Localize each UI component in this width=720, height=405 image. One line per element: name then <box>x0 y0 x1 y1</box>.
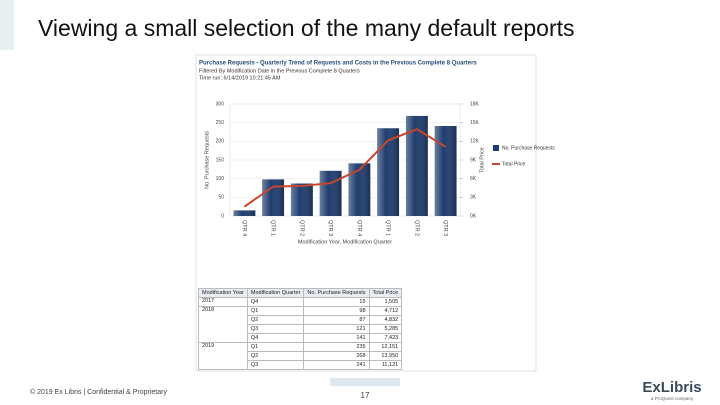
table-cell: 268 <box>303 351 370 361</box>
logo-tagline: a ProQuest company <box>651 396 694 401</box>
chart-subtitle: Filtered By Modification Date in the Pre… <box>199 68 360 74</box>
bar-shade <box>434 126 457 216</box>
x-tick-label: QTR 4 <box>241 220 247 236</box>
y2-tick-label: 18K <box>470 101 480 107</box>
bar-shade <box>377 128 400 216</box>
column-header: Total Price <box>368 288 403 298</box>
table-row: 2017 Q4 15 1,505 <box>198 297 403 307</box>
table-cell: Q1 <box>246 342 305 352</box>
table-header-row: Modification Year Modification Quarter No.… <box>198 288 403 298</box>
y-tick-label: 50 <box>218 195 224 201</box>
table-row: Q3 241 11,121 <box>199 360 403 370</box>
y2-tick-label: 9K <box>470 157 477 163</box>
bar-shade <box>233 210 256 216</box>
x-tick-label: QTR 1 <box>270 220 276 236</box>
table-cell: 5,285 <box>368 324 403 334</box>
y-tick-label: 100 <box>216 176 225 182</box>
bar-shade <box>405 115 428 216</box>
x-tick-label: QTR 4 <box>356 220 362 236</box>
table-cell: 121 <box>303 324 370 334</box>
report-table: Modification Year Modification Quarter No.… <box>198 288 403 370</box>
table-cell: 4,832 <box>368 315 403 325</box>
x-tick-label: QTR 2 <box>413 220 419 236</box>
bar-shade <box>319 170 342 216</box>
y2-tick-label: 6K <box>470 176 477 182</box>
x-tick-label: QTR 3 <box>327 220 333 236</box>
y2-tick-label: 12K <box>470 139 480 145</box>
legend-label: Total Price <box>502 161 526 167</box>
corner-accent <box>0 0 14 50</box>
logo: ExLibris <box>642 379 701 396</box>
table-cell: 98 <box>303 306 370 316</box>
y-tick-label: 250 <box>216 120 225 126</box>
time-run: Time run: 6/14/2019 10:21:45 AM <box>199 75 281 81</box>
table-cell: 12,151 <box>368 342 403 352</box>
column-header: Modification Quarter <box>246 288 305 298</box>
table-cell: 15 <box>303 297 370 307</box>
slide-title: Viewing a small selection of the many de… <box>38 15 575 41</box>
footer: © 2019 Ex Libris | Confidential & Propri… <box>30 388 167 396</box>
table-cell: Q4 <box>246 297 305 307</box>
y2-tick-label: 0K <box>470 213 477 219</box>
table-cell: 11,121 <box>368 360 403 370</box>
year-cell: 2017 <box>198 297 248 307</box>
year-cell: 2019 <box>198 342 248 370</box>
legend-label: No. Purchase Requests <box>502 145 555 151</box>
column-header: Modification Year <box>198 288 248 298</box>
table-cell: Q2 <box>246 351 305 361</box>
year-cell: 2018 <box>198 306 248 343</box>
y2-tick-label: 15K <box>470 120 480 126</box>
y-tick-label: 150 <box>216 157 225 163</box>
table-cell: 141 <box>303 333 370 343</box>
table-cell: 87 <box>303 315 370 325</box>
x-tick-label: QTR 3 <box>442 220 448 236</box>
bar-shade <box>262 179 285 216</box>
table-cell: 235 <box>303 342 370 352</box>
x-axis-label: Modification Year, Modification Quarter <box>298 239 392 245</box>
y-axis-label: No. Purchase Requests <box>204 131 210 189</box>
y2-tick-label: 3K <box>470 195 477 201</box>
table-row: 2018 Q1 98 4,712 <box>198 306 403 343</box>
y-tick-label: 300 <box>216 101 225 107</box>
table-cell: Q3 <box>246 324 305 334</box>
table-cell: Q3 <box>246 360 305 370</box>
table-cell: 13,950 <box>368 351 403 361</box>
y2-axis-label: Total Price <box>479 147 485 173</box>
chart-title: Purchase Requests - Quarterly Trend of R… <box>199 61 477 67</box>
x-tick-label: QTR 2 <box>298 220 304 236</box>
legend-swatch <box>493 145 499 151</box>
column-header: No. Purchase Requests <box>303 288 370 298</box>
x-tick-label: QTR 1 <box>385 220 391 236</box>
table-cell: 241 <box>303 360 370 370</box>
table-cell: Q1 <box>246 306 305 316</box>
table-cell: 7,423 <box>368 333 403 343</box>
bar-shade <box>348 163 371 216</box>
page-number: 17 <box>361 391 370 400</box>
table-cell: 4,712 <box>368 306 403 316</box>
line <box>243 128 447 208</box>
table-cell: Q4 <box>246 333 305 343</box>
y-tick-label: 200 <box>216 139 225 145</box>
y-tick-label: 0 <box>221 213 224 219</box>
bar-shade <box>290 183 313 216</box>
table-cell: Q2 <box>246 315 305 325</box>
table-row: 2019 Q1 235 12,151 <box>198 342 403 370</box>
table-cell: 1,505 <box>368 297 403 307</box>
